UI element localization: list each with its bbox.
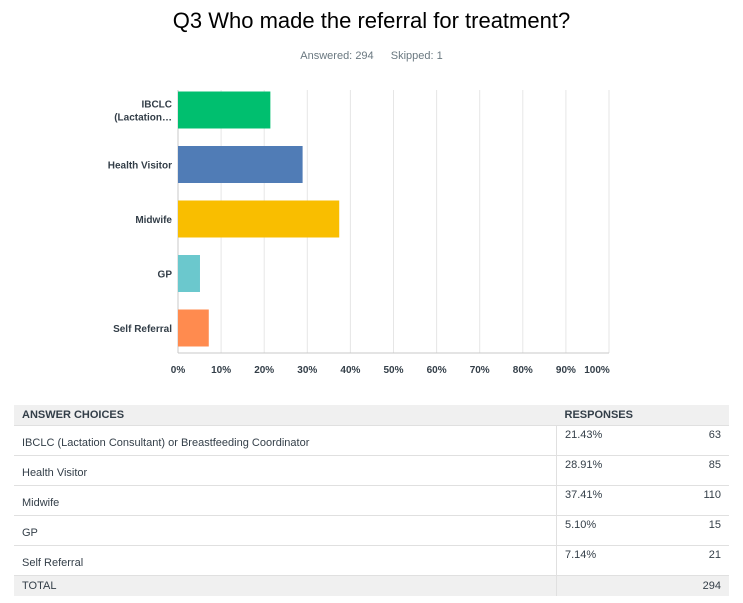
x-tick-label: 30% [297,365,317,376]
answer-choice: IBCLC (Lactation Consultant) or Breastfe… [14,425,557,456]
response-percent: 37.41% [556,485,633,516]
total-percent-cell [556,575,633,596]
results-table: ANSWER CHOICES RESPONSES IBCLC (Lactatio… [14,405,729,596]
table-row: IBCLC (Lactation Consultant) or Breastfe… [14,425,729,456]
page-title: Q3 Who made the referral for treatment? [172,8,571,33]
table-row: Midwife 37.41% 110 [14,485,729,516]
answered-label: Answered: [300,50,353,62]
x-axis-ticks: 0% 10% 20% 30% 40% 50% 60% 70% 80% 90% 100% [171,365,610,376]
x-tick-label: 60% [427,365,447,376]
response-percent: 28.91% [556,455,633,486]
answered-stat: Answered: 294 [300,50,373,62]
category-label: Health Visitor [108,161,172,172]
x-tick-label: 20% [254,365,274,376]
category-labels: IBCLC (Lactation… Health Visitor Midwife GP S… [108,100,173,336]
table-row: Health Visitor 28.91% 85 [14,455,729,486]
response-percent: 21.43% [556,425,633,456]
response-count: 15 [633,515,729,546]
answer-choice: GP [14,515,557,546]
category-label: IBCLC (Lactation… [114,100,172,124]
chart-gridlines [177,90,610,354]
x-tick-label: 10% [211,365,231,376]
total-count: 294 [633,575,729,596]
answered-value: 294 [355,50,374,62]
table-total-row: TOTAL 294 [14,575,729,596]
x-tick-label: 50% [383,365,403,376]
answer-choice: Midwife [14,485,557,516]
bar-2 [178,146,303,183]
category-label: Self Referral [113,324,172,335]
response-count: 110 [633,485,729,516]
answer-choice: Self Referral [14,545,557,576]
chart-bars [178,91,340,347]
category-label: Midwife [135,215,172,226]
total-label: TOTAL [14,575,557,596]
skipped-stat: Skipped: 1 [391,50,443,62]
header-answer-choices: ANSWER CHOICES [14,405,557,426]
response-percent: 7.14% [556,545,633,576]
table-body: IBCLC (Lactation Consultant) or Breastfe… [14,425,729,596]
header-responses: RESPONSES [556,405,729,426]
x-tick-label: 0% [171,365,186,376]
skipped-value: 1 [436,50,443,62]
response-count: 63 [633,425,729,456]
table-row: Self Referral 7.14% 21 [14,545,729,576]
response-count: 85 [633,455,729,486]
response-percent: 5.10% [556,515,633,546]
response-count: 21 [633,545,729,576]
bar-chart: IBCLC (Lactation… Health Visitor Midwife GP S… [108,90,610,376]
category-label: GP [158,270,173,281]
bar-4 [178,255,200,292]
x-tick-label: 70% [470,365,490,376]
skipped-label: Skipped: [390,50,434,62]
x-tick-label: 100% [584,365,610,376]
table-header-row: ANSWER CHOICES RESPONSES [14,405,729,426]
response-stats: Answered: 294 Skipped: 1 [0,50,743,62]
answer-choice: Health Visitor [14,455,557,486]
bar-1 [178,91,271,129]
table-row: GP 5.10% 15 [14,515,729,546]
x-tick-label: 80% [513,365,533,376]
bar-5 [178,309,209,347]
x-tick-label: 90% [556,365,576,376]
x-tick-label: 40% [340,365,360,376]
bar-3 [178,200,340,238]
